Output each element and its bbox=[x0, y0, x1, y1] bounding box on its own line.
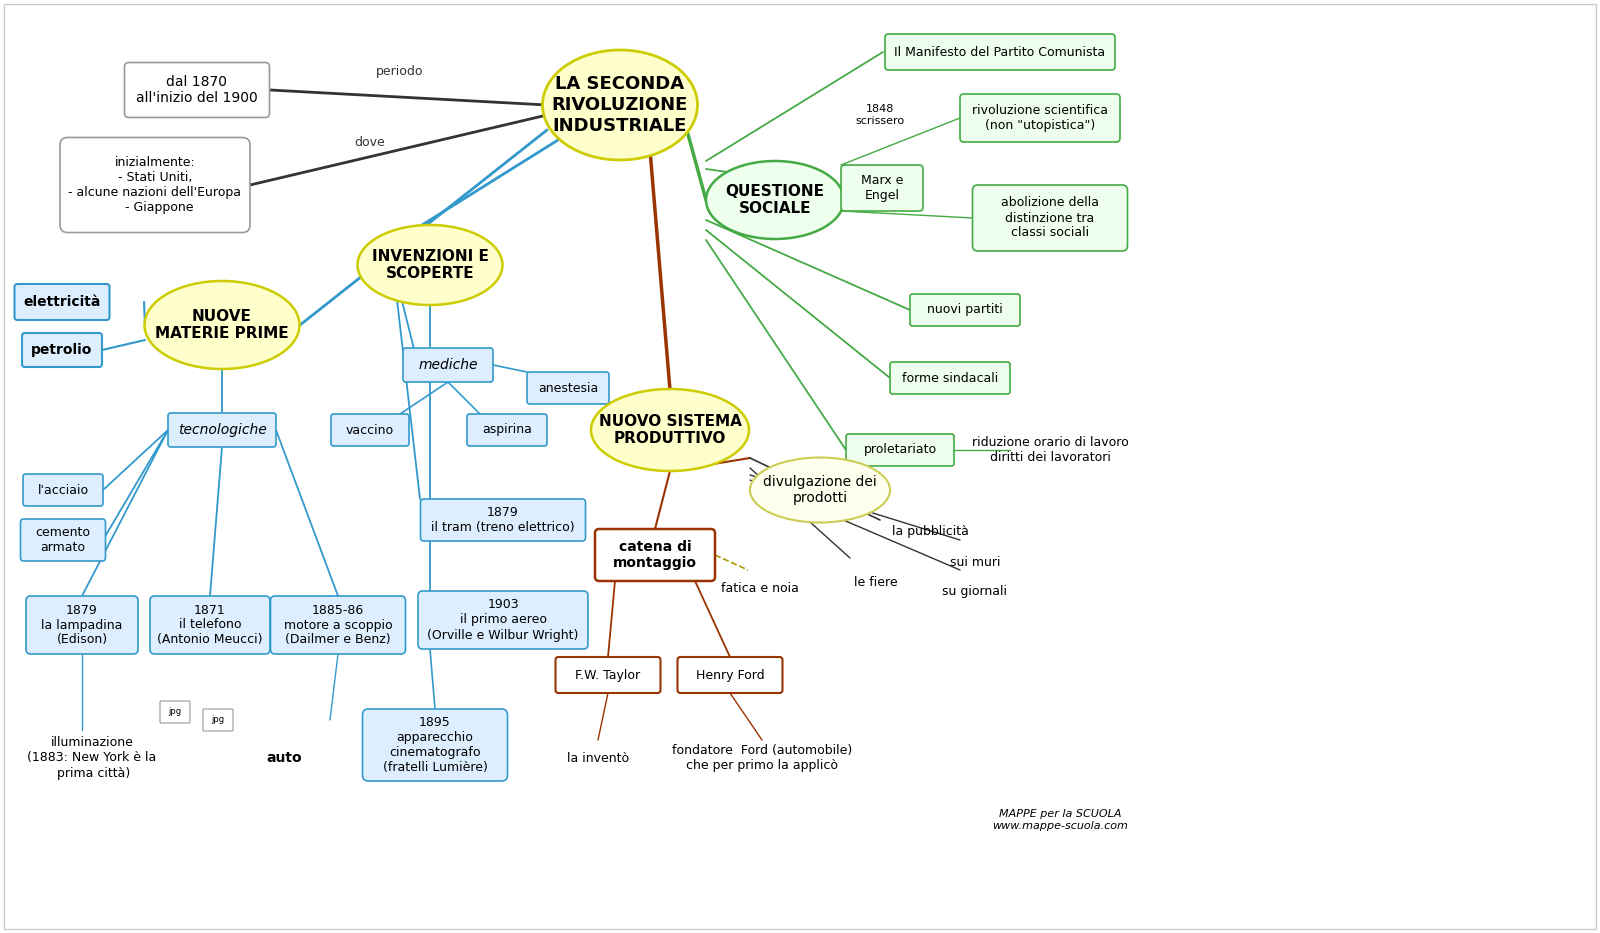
Text: la pubblicità: la pubblicità bbox=[891, 525, 968, 538]
Text: Marx e
Engel: Marx e Engel bbox=[861, 174, 902, 202]
Text: la inventò: la inventò bbox=[566, 751, 629, 764]
Text: auto: auto bbox=[266, 751, 302, 765]
Ellipse shape bbox=[542, 50, 698, 160]
FancyBboxPatch shape bbox=[467, 414, 547, 446]
Text: 1895
apparecchio
cinematografo
(fratelli Lumière): 1895 apparecchio cinematografo (fratelli… bbox=[382, 716, 488, 774]
Ellipse shape bbox=[144, 281, 299, 369]
FancyBboxPatch shape bbox=[846, 434, 954, 466]
Text: Henry Ford: Henry Ford bbox=[696, 669, 765, 681]
Text: fatica e noia: fatica e noia bbox=[722, 581, 798, 594]
Text: divulgazione dei
prodotti: divulgazione dei prodotti bbox=[763, 475, 877, 505]
FancyBboxPatch shape bbox=[331, 414, 410, 446]
FancyBboxPatch shape bbox=[418, 591, 589, 649]
FancyBboxPatch shape bbox=[22, 474, 102, 506]
FancyBboxPatch shape bbox=[26, 596, 138, 654]
Text: le fiere: le fiere bbox=[854, 576, 898, 589]
Text: LA SECONDA
RIVOLUZIONE
INDUSTRIALE: LA SECONDA RIVOLUZIONE INDUSTRIALE bbox=[552, 76, 688, 134]
Text: NUOVE
MATERIE PRIME: NUOVE MATERIE PRIME bbox=[155, 309, 290, 341]
Ellipse shape bbox=[590, 389, 749, 471]
Text: 1879
la lampadina
(Edison): 1879 la lampadina (Edison) bbox=[42, 604, 123, 647]
Ellipse shape bbox=[357, 225, 502, 305]
Text: cemento
armato: cemento armato bbox=[35, 526, 91, 554]
FancyBboxPatch shape bbox=[595, 529, 715, 581]
FancyBboxPatch shape bbox=[555, 657, 661, 693]
FancyBboxPatch shape bbox=[61, 137, 250, 232]
Text: mediche: mediche bbox=[418, 358, 478, 372]
Text: rivoluzione scientifica
(non "utopistica"): rivoluzione scientifica (non "utopistica… bbox=[973, 104, 1107, 132]
Text: l'acciaio: l'acciaio bbox=[37, 483, 88, 496]
FancyBboxPatch shape bbox=[270, 596, 405, 654]
FancyBboxPatch shape bbox=[14, 284, 109, 320]
Text: abolizione della
distinzione tra
classi sociali: abolizione della distinzione tra classi … bbox=[1002, 197, 1099, 240]
Text: catena di
montaggio: catena di montaggio bbox=[613, 540, 698, 570]
Text: dove: dove bbox=[355, 135, 386, 148]
Ellipse shape bbox=[750, 457, 890, 522]
Text: 1879
il tram (treno elettrico): 1879 il tram (treno elettrico) bbox=[430, 506, 574, 534]
Text: aspirina: aspirina bbox=[482, 424, 531, 437]
Text: jpg: jpg bbox=[211, 716, 224, 725]
Text: sui muri: sui muri bbox=[950, 555, 1000, 568]
Text: su giornali: su giornali bbox=[942, 586, 1008, 598]
Text: dal 1870
all'inizio del 1900: dal 1870 all'inizio del 1900 bbox=[136, 75, 258, 105]
Text: 1885-86
motore a scoppio
(Dailmer e Benz): 1885-86 motore a scoppio (Dailmer e Benz… bbox=[283, 604, 392, 647]
Text: fondatore  Ford (automobile)
che per primo la applicò: fondatore Ford (automobile) che per prim… bbox=[672, 744, 853, 772]
Text: 1871
il telefono
(Antonio Meucci): 1871 il telefono (Antonio Meucci) bbox=[157, 604, 262, 647]
Text: elettricità: elettricità bbox=[24, 295, 101, 309]
FancyBboxPatch shape bbox=[973, 185, 1128, 251]
Ellipse shape bbox=[706, 161, 845, 239]
FancyBboxPatch shape bbox=[960, 94, 1120, 142]
FancyBboxPatch shape bbox=[168, 413, 277, 447]
Text: anestesia: anestesia bbox=[538, 382, 598, 395]
Text: Il Manifesto del Partito Comunista: Il Manifesto del Partito Comunista bbox=[894, 46, 1106, 59]
Text: 1848
scrissero: 1848 scrissero bbox=[856, 104, 904, 126]
Text: 1903
il primo aereo
(Orville e Wilbur Wright): 1903 il primo aereo (Orville e Wilbur Wr… bbox=[427, 598, 579, 642]
FancyBboxPatch shape bbox=[910, 294, 1021, 326]
Text: petrolio: petrolio bbox=[32, 343, 93, 357]
Text: riduzione orario di lavoro
diritti dei lavoratori: riduzione orario di lavoro diritti dei l… bbox=[971, 436, 1128, 464]
FancyBboxPatch shape bbox=[403, 348, 493, 382]
Text: tecnologiche: tecnologiche bbox=[178, 423, 266, 437]
Text: vaccino: vaccino bbox=[346, 424, 394, 437]
Text: illuminazione
(1883: New York è la
 prima città): illuminazione (1883: New York è la prima… bbox=[27, 736, 157, 779]
FancyBboxPatch shape bbox=[526, 372, 610, 404]
FancyBboxPatch shape bbox=[160, 701, 190, 723]
FancyBboxPatch shape bbox=[125, 63, 269, 118]
FancyBboxPatch shape bbox=[22, 333, 102, 367]
FancyBboxPatch shape bbox=[421, 499, 586, 541]
FancyBboxPatch shape bbox=[885, 34, 1115, 70]
FancyBboxPatch shape bbox=[363, 709, 507, 781]
Text: QUESTIONE
SOCIALE: QUESTIONE SOCIALE bbox=[725, 184, 824, 216]
Text: INVENZIONI E
SCOPERTE: INVENZIONI E SCOPERTE bbox=[371, 249, 488, 281]
FancyBboxPatch shape bbox=[842, 165, 923, 211]
Text: inizialmente:
- Stati Uniti,
- alcune nazioni dell'Europa
  - Giappone: inizialmente: - Stati Uniti, - alcune na… bbox=[69, 156, 242, 214]
Text: proletariato: proletariato bbox=[864, 443, 936, 456]
FancyBboxPatch shape bbox=[890, 362, 1010, 394]
Text: jpg: jpg bbox=[168, 707, 181, 717]
Text: MAPPE per la SCUOLA
www.mappe-scuola.com: MAPPE per la SCUOLA www.mappe-scuola.com bbox=[992, 809, 1128, 830]
FancyBboxPatch shape bbox=[677, 657, 782, 693]
FancyBboxPatch shape bbox=[21, 519, 106, 561]
Text: F.W. Taylor: F.W. Taylor bbox=[576, 669, 640, 681]
Text: NUOVO SISTEMA
PRODUTTIVO: NUOVO SISTEMA PRODUTTIVO bbox=[598, 414, 741, 446]
Text: forme sindacali: forme sindacali bbox=[902, 371, 998, 384]
Text: nuovi partiti: nuovi partiti bbox=[926, 303, 1003, 316]
FancyBboxPatch shape bbox=[150, 596, 270, 654]
FancyBboxPatch shape bbox=[203, 709, 234, 731]
Text: periodo: periodo bbox=[376, 65, 424, 78]
